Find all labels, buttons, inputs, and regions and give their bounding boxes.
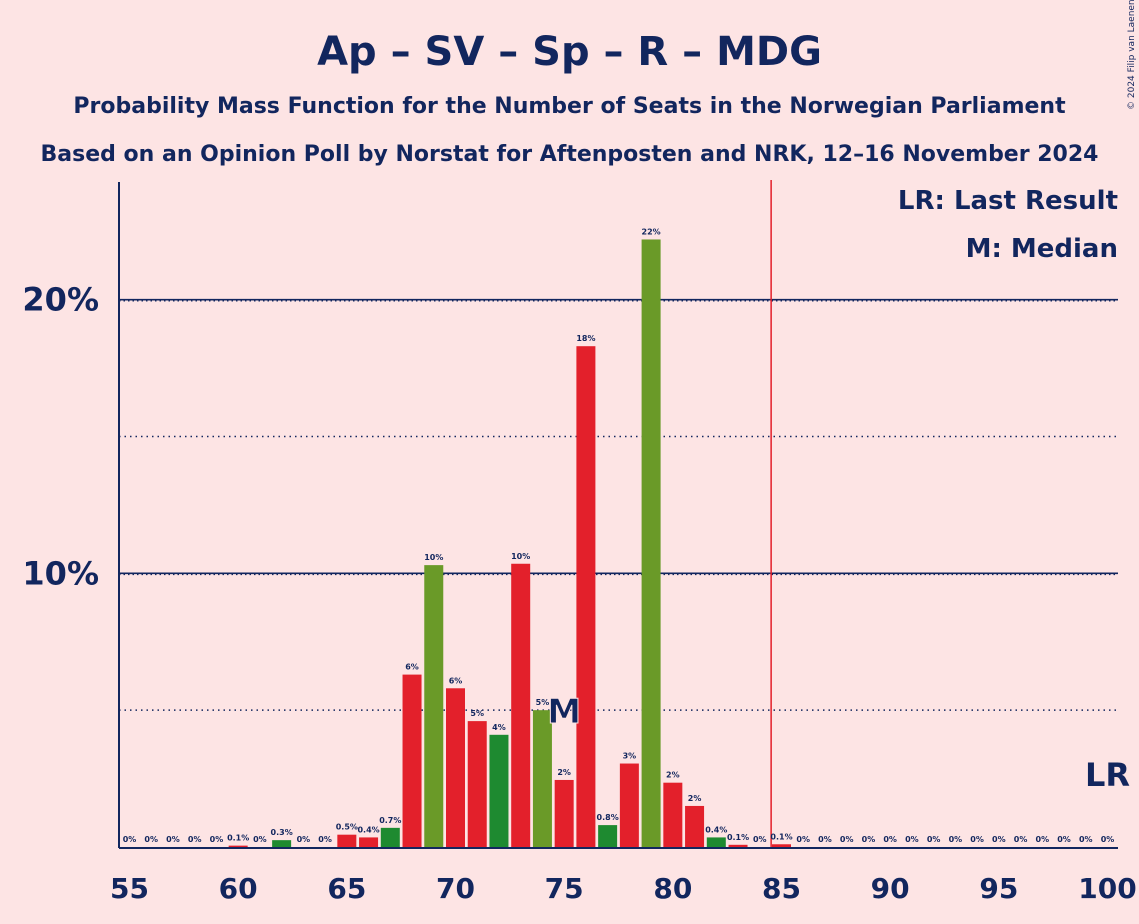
bar-label-78: 3% [623, 752, 637, 761]
bar-label-74: 5% [536, 698, 550, 707]
bar-70 [446, 688, 465, 847]
bar-label-79: 22% [642, 227, 661, 236]
bar-label-81: 2% [688, 794, 702, 803]
bar-label-85: 0.1% [770, 832, 792, 841]
axes: 10% 20% 55 60 65 70 75 80 85 90 95 100 [22, 182, 1137, 905]
bar-label-90: 0% [883, 835, 897, 844]
bar-82 [706, 837, 726, 847]
bar-78 [619, 763, 639, 847]
x-tick-label-70: 70 [436, 872, 475, 905]
bar-label-70: 6% [449, 676, 463, 685]
x-tick-label-75: 75 [545, 872, 584, 905]
bar-label-75: 2% [557, 768, 571, 777]
y-tick-label: 20% [22, 281, 99, 319]
bar-80 [663, 782, 683, 847]
chart-title: Ap – SV – Sp – R – MDG [317, 29, 822, 75]
bar-label-98: 0% [1057, 835, 1071, 844]
bars [228, 239, 791, 848]
bar-81 [685, 805, 705, 847]
bar-label-84: 0% [753, 835, 767, 844]
bar-label-73: 10% [511, 552, 530, 561]
bar-label-64: 0% [318, 835, 332, 844]
bar-label-59: 0% [210, 835, 224, 844]
bar-79 [641, 239, 661, 848]
bar-71 [467, 721, 487, 847]
x-tick-label-85: 85 [762, 872, 801, 905]
bar-label-94: 0% [970, 835, 984, 844]
bar-73 [511, 563, 531, 847]
x-tick-label-80: 80 [653, 872, 692, 905]
bar-label-93: 0% [949, 835, 963, 844]
y-tick-label: 10% [22, 554, 99, 592]
bar-76 [576, 346, 596, 847]
bar-66 [359, 837, 379, 847]
bar-label-60: 0.1% [227, 834, 249, 843]
bar-83 [728, 844, 748, 847]
bar-label-67: 0.7% [379, 816, 401, 825]
bar-62 [272, 840, 292, 847]
x-tick-label-95: 95 [979, 872, 1018, 905]
bar-label-96: 0% [1014, 835, 1028, 844]
bar-label-72: 4% [492, 723, 506, 732]
bar-label-77: 0.8% [597, 813, 619, 822]
bar-label-66: 0.4% [357, 825, 379, 834]
last-result-label: LR [1085, 756, 1130, 794]
bar-label-61: 0% [253, 835, 267, 844]
bar-60 [228, 845, 248, 847]
bar-labels: 0% 0% 0% 0% 0% 0.1% 0%0.3%0% 0%0.5% 0.4%0.7%6%10… [123, 227, 1130, 844]
bar-label-62: 0.3% [271, 828, 293, 837]
chart-subtitle-1: Probability Mass Function for the Number… [73, 94, 1066, 119]
x-tick-label-55: 55 [110, 872, 149, 905]
bar-label-56: 0% [144, 835, 158, 844]
bar-75 [554, 779, 574, 847]
bar-67 [380, 827, 400, 847]
bar-label-55: 0% [123, 835, 137, 844]
x-tick-label-65: 65 [327, 872, 366, 905]
x-tick-label-100: 100 [1078, 872, 1136, 905]
bar-label-88: 0% [840, 835, 854, 844]
bar-label-58: 0% [188, 835, 202, 844]
bar-label-76: 18% [576, 334, 595, 343]
bar-label-86: 0% [796, 835, 810, 844]
bar-label-80: 2% [666, 771, 680, 780]
bar-74 [532, 710, 552, 847]
bar-label-89: 0% [862, 835, 876, 844]
bar-label-92: 0% [927, 835, 941, 844]
bar-label-95: 0% [992, 835, 1006, 844]
bar-label-97: 0% [1036, 835, 1050, 844]
bar-85 [772, 844, 791, 847]
bar-72 [489, 734, 509, 847]
grid-lines [119, 180, 1118, 847]
x-tick-label-60: 60 [219, 872, 258, 905]
bar-label-57: 0% [166, 835, 180, 844]
median-marker: M [547, 692, 581, 732]
bar-label-69: 10% [424, 553, 443, 562]
bar-label-63: 0% [297, 835, 311, 844]
bar-65 [337, 834, 357, 847]
copyright-notice: © 2024 Filip van Laenen [1127, 0, 1137, 110]
x-tick-label-90: 90 [871, 872, 910, 905]
bar-label-68: 6% [405, 663, 419, 672]
bar-68 [402, 674, 422, 847]
bar-label-91: 0% [905, 835, 919, 844]
bar-69 [424, 565, 444, 847]
bar-label-82: 0.4% [705, 825, 727, 834]
bar-label-87: 0% [818, 835, 832, 844]
bar-label-83: 0.1% [727, 833, 749, 842]
bar-label-65: 0.5% [336, 823, 358, 832]
chart-subtitle-2: Based on an Opinion Poll by Norstat for … [41, 142, 1099, 167]
bar-label-71: 5% [470, 709, 484, 718]
legend-last-result: LR: Last Result [898, 186, 1118, 216]
bar-label-99: 0% [1079, 835, 1093, 844]
bar-label-100: 0% [1101, 835, 1115, 844]
legend-median: M: Median [966, 234, 1118, 264]
bar-77 [598, 825, 618, 847]
